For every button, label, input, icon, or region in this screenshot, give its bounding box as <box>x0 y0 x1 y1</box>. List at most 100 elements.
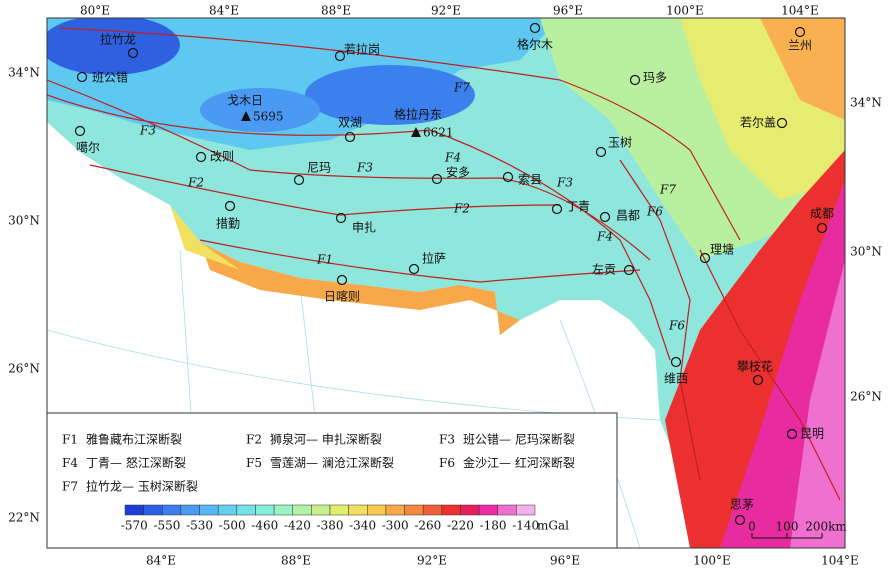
colorbar-tick-label: -530 <box>186 519 213 533</box>
colorbar-swatch <box>460 504 480 516</box>
colorbar-swatch <box>478 504 498 516</box>
colorbar-tick-label: -570 <box>121 519 148 533</box>
place-marker <box>786 428 798 440</box>
peak-name: 戈木日 <box>227 94 263 108</box>
axis-label: 84°E <box>146 554 176 568</box>
colorbar-tick-label: -220 <box>447 519 474 533</box>
colorbar-swatch <box>255 504 275 516</box>
fault-label: F7 <box>659 183 676 197</box>
place-label: 玛多 <box>643 71 667 85</box>
peak-elevation: 5695 <box>253 110 284 124</box>
colorbar-swatch <box>329 504 349 516</box>
place-label: 思茅 <box>730 498 754 512</box>
colorbar-tick-label: -380 <box>317 519 344 533</box>
axis-label: 100°E <box>666 4 704 18</box>
fault-label: F3 <box>356 161 373 175</box>
legend-name: 雪莲湖— 澜沧江深断裂 <box>270 455 394 470</box>
legend-code: F1 <box>62 433 78 447</box>
axis-label: 96°E <box>550 554 580 568</box>
fault-label: F2 <box>187 176 204 190</box>
axis-label: 100°E <box>693 554 731 568</box>
fault-label: F1 <box>316 253 333 267</box>
place-marker <box>670 356 682 368</box>
fault-label: F4 <box>596 230 613 244</box>
legend-name: 雅鲁藏布江深断裂 <box>86 432 182 447</box>
peak-name: 格拉丹东 <box>394 107 442 122</box>
place-label: 格尔木 <box>517 37 553 52</box>
place-label: 若尔盖 <box>740 115 776 130</box>
place-label: 双湖 <box>338 115 362 130</box>
legend-name: 金沙江— 红河深断裂 <box>463 455 575 470</box>
axis-label: 88°E <box>281 554 311 568</box>
colorbar-tick-label: -500 <box>219 519 246 533</box>
legend-code: F2 <box>246 433 262 447</box>
colorbar-swatch <box>404 504 424 516</box>
peak-elevation: 6621 <box>423 126 454 140</box>
scale-label: 0 <box>748 520 756 534</box>
place-marker <box>551 203 563 215</box>
place-marker <box>734 514 746 526</box>
place-marker <box>502 171 514 183</box>
legend-name: 班公错— 尼玛深断裂 <box>463 432 575 447</box>
colorbar-swatch <box>367 504 387 516</box>
legend-code: F6 <box>439 456 455 470</box>
place-label: 噶尔 <box>76 140 100 155</box>
colorbar-swatch <box>422 504 443 516</box>
colorbar-tick-label: -180 <box>480 519 507 533</box>
place-marker <box>344 131 356 143</box>
legend-name: 拉竹龙— 玉树深断裂 <box>86 479 198 494</box>
colorbar-tick-label: -140 <box>512 519 539 533</box>
place-marker <box>195 151 207 163</box>
colorbar-tick-label: -420 <box>284 519 311 533</box>
fault-label: F2 <box>453 202 470 216</box>
colorbar-tick-label: -550 <box>153 519 180 533</box>
axis-label: 84°E <box>209 4 239 18</box>
place-label: 日喀则 <box>324 290 360 304</box>
legend-code: F4 <box>62 456 78 470</box>
fault-label: F6 <box>646 205 663 219</box>
colorbar-swatch <box>199 504 219 516</box>
legend-code: F5 <box>246 456 262 470</box>
colorbar-swatch <box>292 504 312 516</box>
colorbar-swatch <box>217 504 238 516</box>
colorbar-tick-label: -260 <box>414 519 441 533</box>
axis-label: 88°E <box>321 4 351 18</box>
place-label: 措勤 <box>216 217 240 231</box>
colorbar-unit: mGal <box>537 519 569 533</box>
axis-label: 92°E <box>417 554 447 568</box>
colorbar-swatch <box>441 504 461 516</box>
place-label: 维西 <box>664 372 688 386</box>
place-label: 改则 <box>210 150 234 164</box>
peak-marker <box>241 111 251 121</box>
place-label: 尼玛 <box>307 161 331 175</box>
peak-marker <box>411 127 421 137</box>
scale-label: 100 <box>776 520 799 534</box>
place-label: 玉树 <box>608 135 632 150</box>
axis-label: 26°N <box>8 362 40 376</box>
place-marker <box>334 50 346 62</box>
place-label: 成都 <box>810 207 834 221</box>
place-marker <box>431 173 443 185</box>
axis-label: 34°N <box>850 96 882 110</box>
place-marker <box>816 222 828 234</box>
place-marker <box>335 212 347 224</box>
place-label: 安多 <box>446 165 470 180</box>
axis-label: 104°E <box>781 4 819 18</box>
place-marker <box>699 252 711 264</box>
axis-label: 80°E <box>80 4 110 18</box>
colorbar-swatch <box>236 504 256 516</box>
legend-name: 丁青— 怒江深断裂 <box>86 455 186 470</box>
fault-label: F6 <box>668 319 685 333</box>
colorbar-swatch <box>180 504 200 516</box>
place-marker <box>595 146 607 158</box>
axis-label: 34°N <box>8 66 40 80</box>
legend-name: 狮泉河— 申扎深断裂 <box>270 432 382 447</box>
place-label: 拉萨 <box>422 251 446 266</box>
colorbar-swatch <box>348 504 368 516</box>
place-marker <box>529 22 541 34</box>
colorbar-swatch <box>311 504 331 516</box>
axis-label: 22°N <box>8 511 40 525</box>
axis-label: 30°N <box>8 214 40 228</box>
legend-box <box>46 412 618 549</box>
